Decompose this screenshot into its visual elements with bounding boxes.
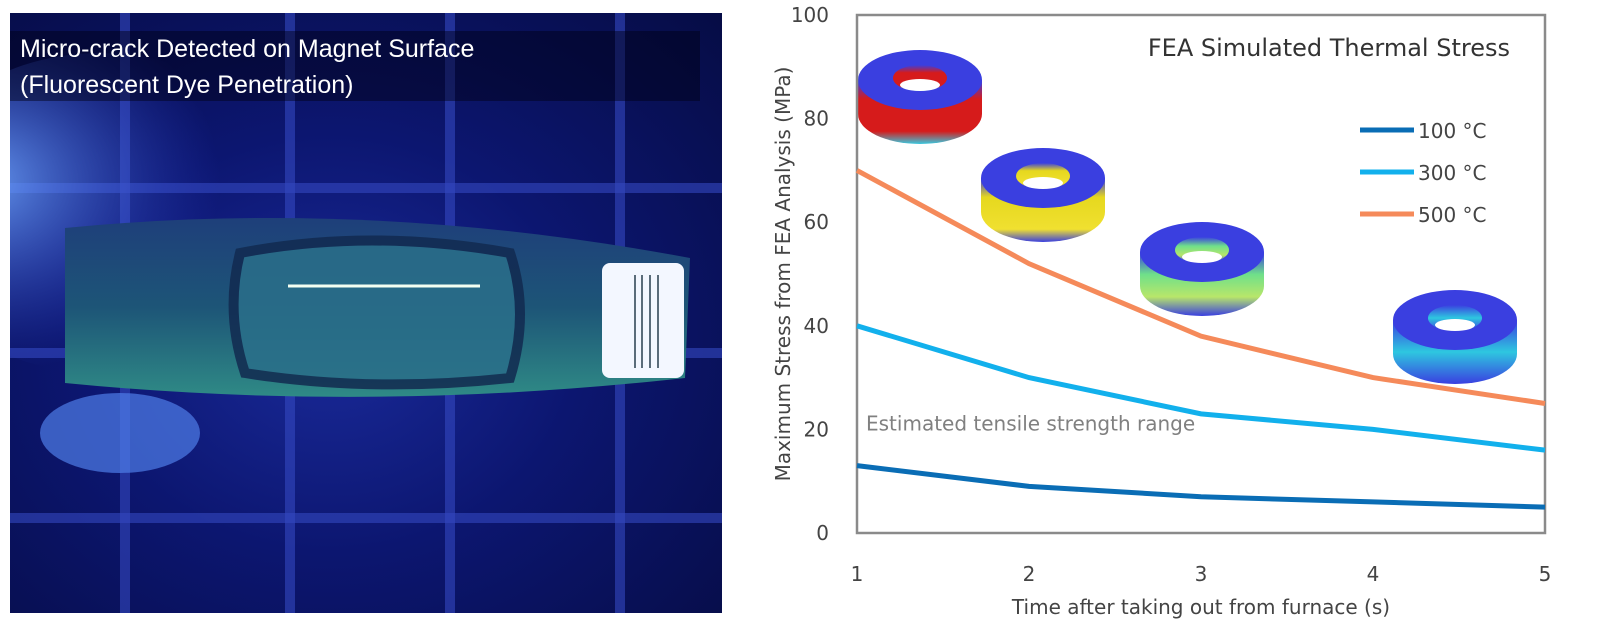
chart-title: FEA Simulated Thermal Stress (1148, 34, 1510, 62)
x-axis-label: Time after taking out from furnace (s) (1011, 595, 1390, 619)
fea-ring-render (981, 148, 1105, 242)
photo-scene (10, 13, 722, 613)
photo-caption: Micro-crack Detected on Magnet Surface (… (10, 31, 700, 101)
x-tick-label: 1 (851, 562, 864, 586)
y-tick-label: 20 (804, 417, 829, 441)
stress-chart: Estimated tensile strength range 1 2 3 4 5 0 2… (771, 3, 1552, 619)
y-tick-label: 60 (804, 210, 829, 234)
series-line-100c (856, 463, 1546, 510)
y-tick-label: 100 (791, 3, 829, 27)
y-tick-label: 40 (804, 314, 829, 338)
plot-frame (855, 13, 1547, 535)
legend-label: 300 °C (1418, 161, 1487, 185)
y-axis-label: Maximum Stress from FEA Analysis (MPa) (771, 67, 795, 482)
caption-line-1: Micro-crack Detected on Magnet Surface (20, 35, 475, 63)
x-tick-label: 3 (1195, 562, 1208, 586)
legend-label: 500 °C (1418, 203, 1487, 227)
fea-ring-render (858, 50, 982, 144)
magnet-photo: Micro-crack Detected on Magnet Surface (… (10, 13, 722, 613)
x-tick-label: 4 (1367, 562, 1380, 586)
fea-ring-render (1140, 222, 1264, 316)
x-tick-label: 2 (1023, 562, 1036, 586)
y-tick-label: 80 (804, 107, 829, 131)
x-tick-label: 5 (1539, 562, 1552, 586)
fea-ring-render (1393, 290, 1517, 384)
band-label: Estimated tensile strength range (866, 412, 1195, 436)
caption-line-2: (Fluorescent Dye Penetration) (20, 71, 354, 99)
y-tick-label: 0 (816, 521, 829, 545)
finger (40, 393, 200, 473)
legend-label: 100 °C (1418, 119, 1487, 143)
